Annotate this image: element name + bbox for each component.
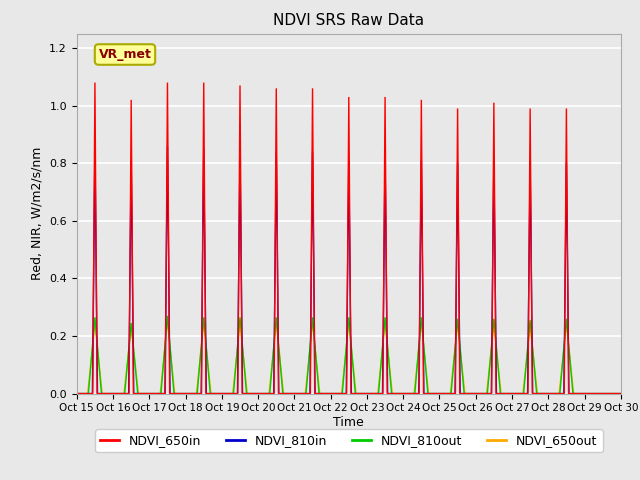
Text: VR_met: VR_met [99,48,152,61]
X-axis label: Time: Time [333,416,364,429]
Legend: NDVI_650in, NDVI_810in, NDVI_810out, NDVI_650out: NDVI_650in, NDVI_810in, NDVI_810out, NDV… [95,429,602,452]
Y-axis label: Red, NIR, W/m2/s/nm: Red, NIR, W/m2/s/nm [31,147,44,280]
Title: NDVI SRS Raw Data: NDVI SRS Raw Data [273,13,424,28]
